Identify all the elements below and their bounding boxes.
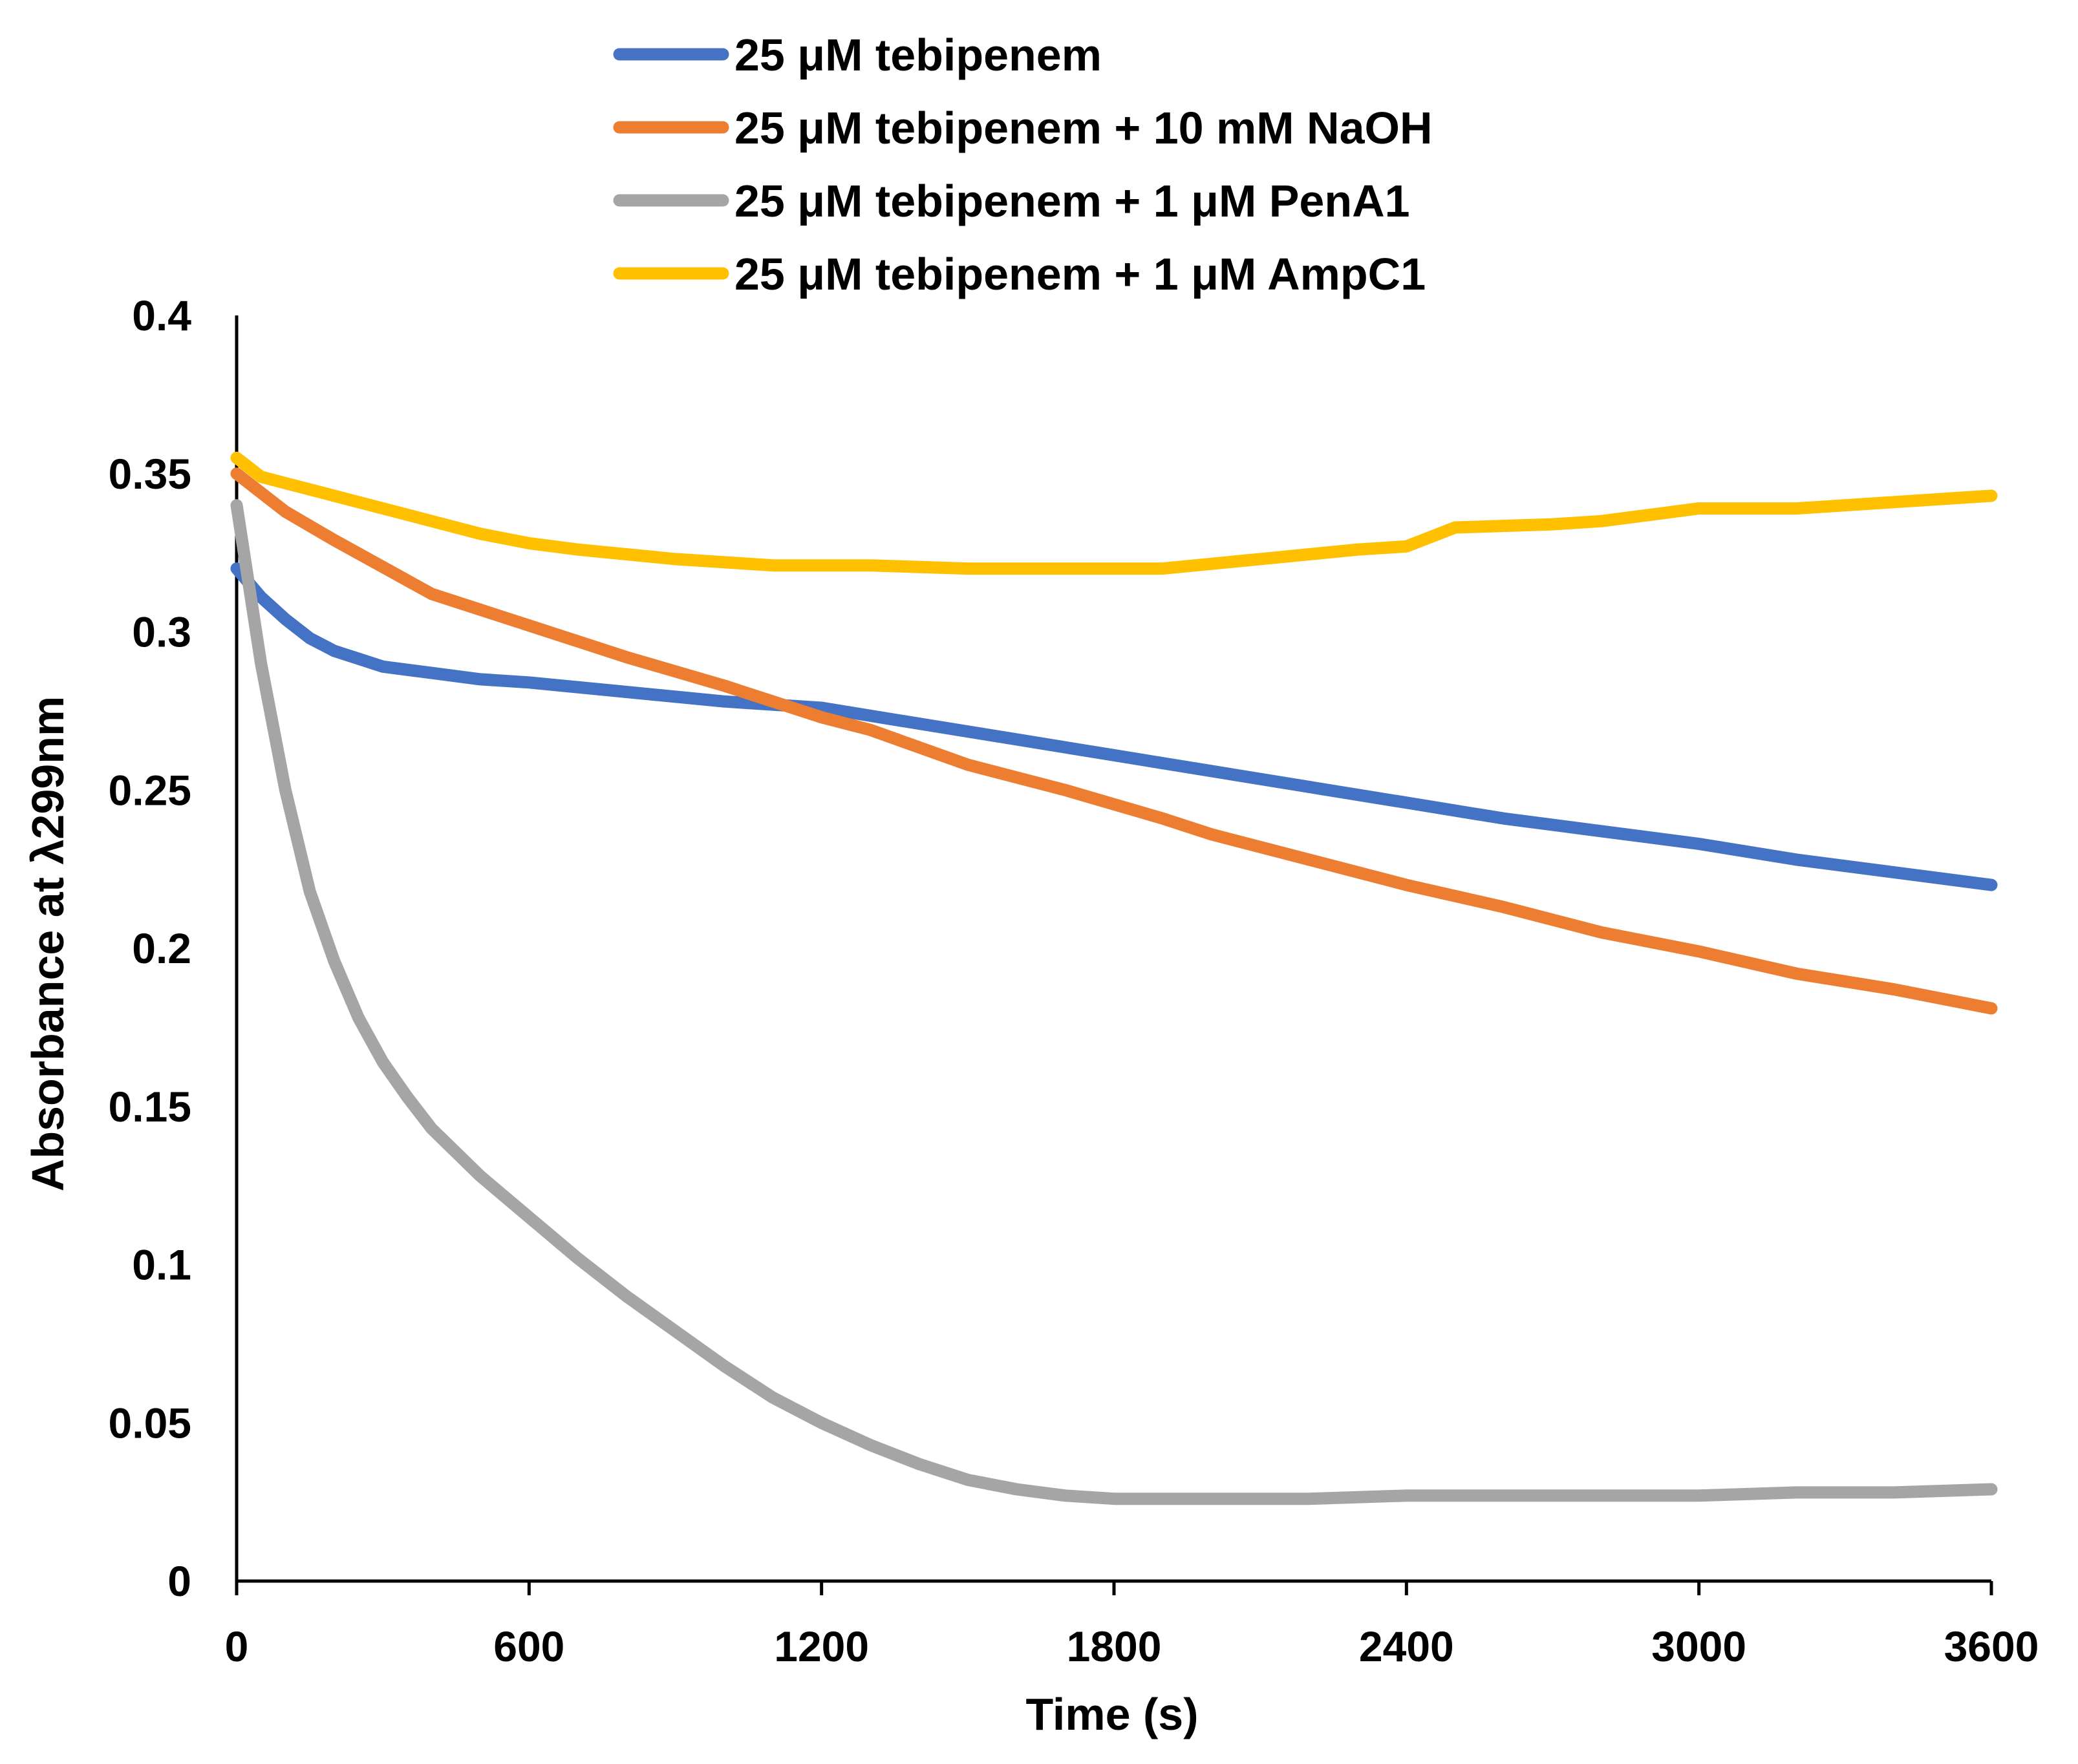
legend-item: 25 μM tebipenem + 10 mM NaOH [613,103,1433,153]
x-tick-label: 1800 [1067,1622,1162,1670]
legend-label: 25 μM tebipenem + 1 μM AmpC1 [734,249,1426,299]
y-axis-title: Absorbance at λ299nm [23,696,73,1191]
plot-area [230,451,1998,1505]
y-tick-label: 0 [167,1557,191,1605]
legend-label: 25 μM tebipenem + 10 mM NaOH [734,103,1433,153]
y-tick-label: 0.05 [109,1399,191,1447]
x-tick-label: 3600 [1944,1622,2039,1670]
series-line [230,562,1998,891]
legend-label: 25 μM tebipenem [734,30,1102,80]
series-line [230,499,1998,1505]
y-tick-label: 0.25 [109,766,191,814]
legend-label: 25 μM tebipenem + 1 μM PenA1 [734,176,1410,226]
legend-item: 25 μM tebipenem + 1 μM PenA1 [613,176,1410,226]
series-line [230,467,1998,1015]
y-tick-label: 0.1 [132,1241,191,1289]
y-tick-label: 0.15 [109,1083,191,1131]
x-tick-label: 3000 [1651,1622,1746,1670]
x-tick-label: 0 [225,1622,249,1670]
x-tick-label: 2400 [1359,1622,1454,1670]
y-tick-label: 0.35 [109,450,191,498]
y-tick-label: 0.4 [132,292,191,339]
y-axis: 0 0.05 0.1 0.15 0.2 0.25 0.3 0.35 0.4 [109,292,239,1605]
legend-item: 25 μM tebipenem [613,30,1102,80]
x-tick-label: 600 [493,1622,564,1670]
legend-item: 25 μM tebipenem + 1 μM AmpC1 [613,249,1426,299]
legend: 25 μM tebipenem 25 μM tebipenem + 10 mM N… [613,30,1433,299]
series-line [230,451,1998,575]
x-axis: 0 600 1200 1800 2400 3000 3600 [225,1579,2039,1670]
x-tick-label: 1200 [774,1622,869,1670]
y-tick-label: 0.3 [132,608,191,656]
x-axis-title: Time (s) [1025,1689,1198,1739]
y-tick-label: 0.2 [132,924,191,972]
